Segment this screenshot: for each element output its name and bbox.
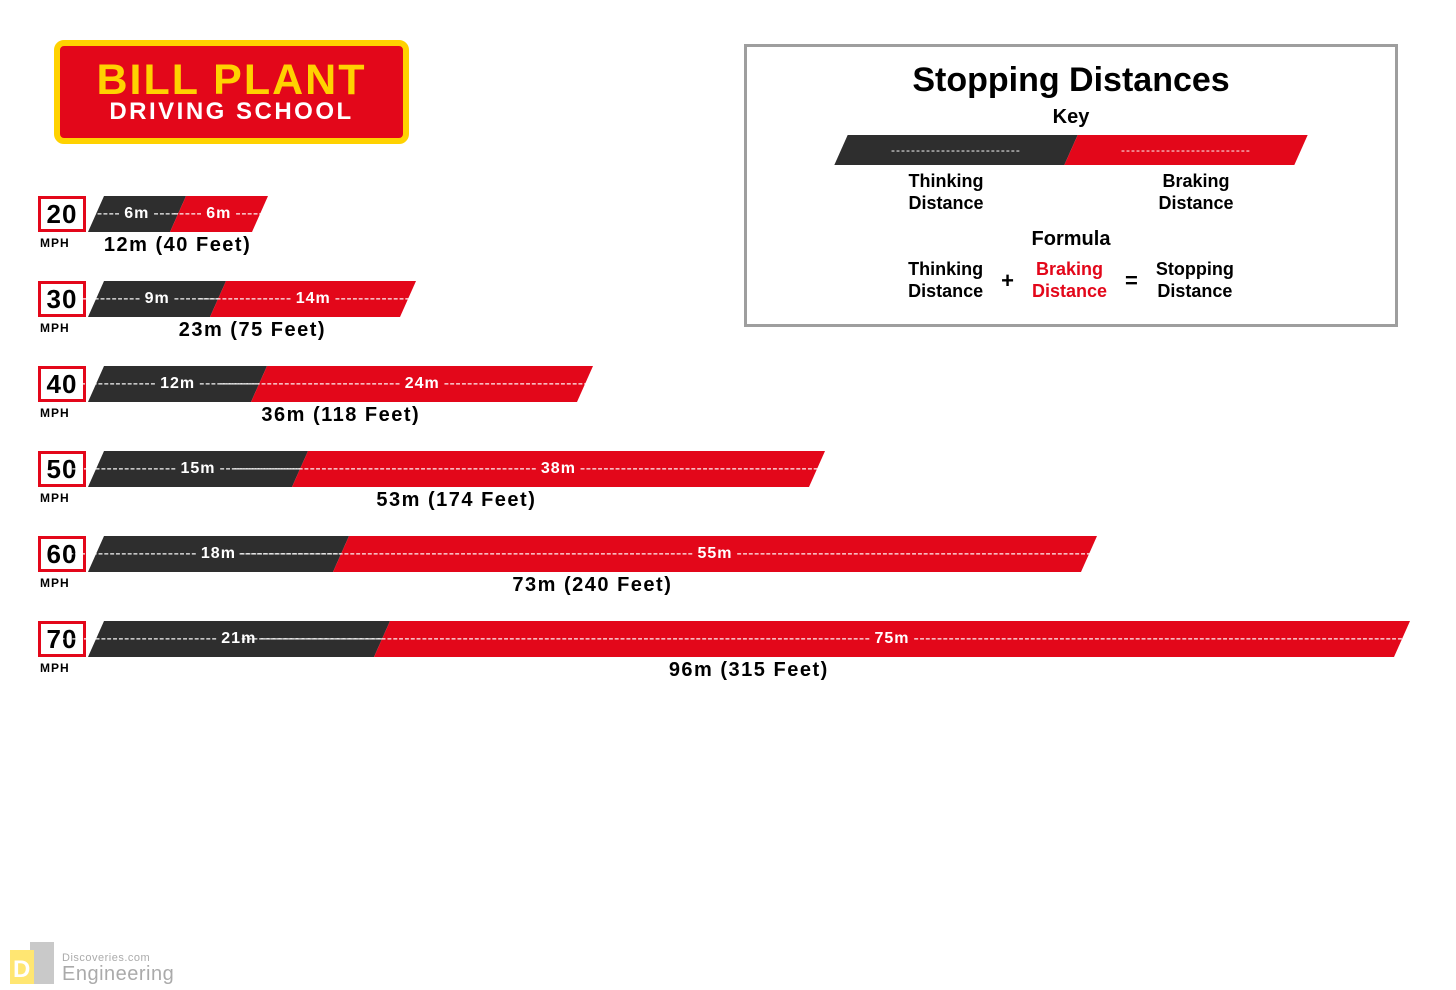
braking-seg: ----------------------------------------… [374,621,1410,657]
chart-row: 20 -----6m----- -----6m----- MPH 12m (40… [38,196,1402,257]
total-distance-label: 36m (118 Feet) [96,404,586,427]
total-distance-label: 73m (240 Feet) [96,574,1089,597]
watermark-line2: Engineering [62,964,174,984]
distance-bar: -------------12m------------- ----------… [96,366,586,402]
braking-seg: ----------------------------------------… [292,451,825,487]
braking-seg: -----6m----- [170,196,268,232]
distance-bar: ----------9m---------- ----------------1… [96,281,409,317]
brand-logo: BILL PLANT DRIVING SCHOOL [54,40,409,144]
legend-think-seg: -------------------------- [834,135,1077,165]
distance-bar: ----------------------18m---------------… [96,536,1089,572]
distance-bar: ---------------------------21m----------… [96,621,1402,657]
mph-label: MPH [38,319,96,342]
legend-key-label: Key [771,106,1371,129]
mph-label: MPH [38,234,96,257]
mph-label: MPH [38,404,96,427]
braking-seg: ----------------14m---------------- [210,281,416,317]
mph-label: MPH [38,489,96,512]
chart-row: 40 -------------12m------------- -------… [38,366,1402,427]
chart-row: 30 ----------9m---------- --------------… [38,281,1402,342]
logo-sub-text: DRIVING SCHOOL [109,98,353,126]
total-distance-label: 96m (315 Feet) [96,659,1402,682]
watermark: D Discoveries.com Engineering [10,942,174,984]
legend-brake-seg: -------------------------- [1064,135,1307,165]
total-distance-label: 53m (174 Feet) [96,489,817,512]
chart-row: 70 ---------------------------21m-------… [38,621,1402,682]
speed-box: 40 [38,366,86,402]
legend-title: Stopping Distances [771,61,1371,100]
legend-key-bar: -------------------------- -------------… [771,135,1371,165]
distance-bar: ------------------15m------------------ … [96,451,817,487]
total-distance-label: 23m (75 Feet) [96,319,409,342]
mph-label: MPH [38,574,96,597]
speed-box: 30 [38,281,86,317]
distance-bar: -----6m----- -----6m----- [96,196,259,232]
total-distance-label: 12m (40 Feet) [96,234,259,257]
speed-box: 20 [38,196,86,232]
chart-row: 50 ------------------15m----------------… [38,451,1402,512]
braking-seg: -------------------------------24m------… [251,366,593,402]
logo-main-text: BILL PLANT [96,59,366,102]
chart-row: 60 ----------------------18m------------… [38,536,1402,597]
watermark-icon: D [10,942,56,984]
chart-rows: 20 -----6m----- -----6m----- MPH 12m (40… [38,196,1402,706]
mph-label: MPH [38,659,96,682]
braking-seg: ----------------------------------------… [333,536,1097,572]
